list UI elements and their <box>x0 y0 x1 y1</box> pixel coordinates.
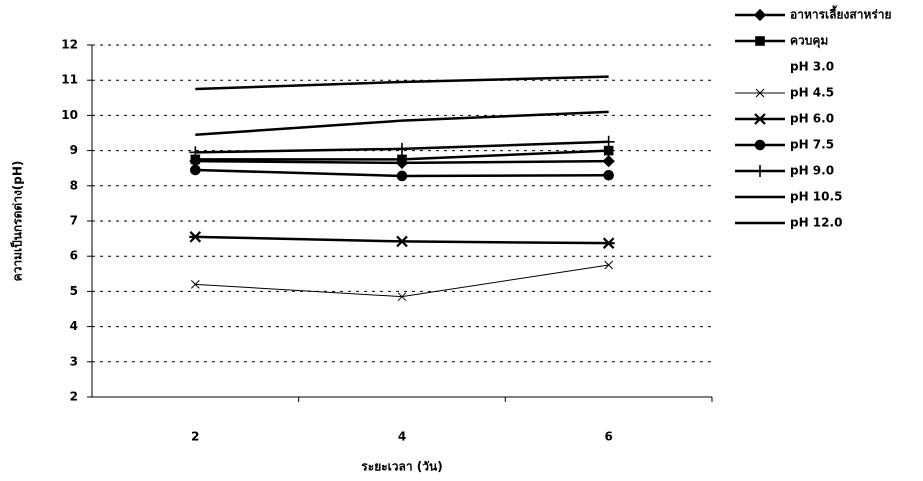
marker <box>396 170 408 182</box>
marker <box>604 260 614 270</box>
marker <box>754 113 766 125</box>
y-tick-label: 4 <box>70 319 78 333</box>
marker <box>190 280 200 289</box>
marker <box>754 165 766 177</box>
marker <box>190 164 201 176</box>
marker <box>189 231 202 243</box>
y-tick-label: 3 <box>70 354 78 368</box>
series-line <box>195 110 609 137</box>
y-tick-label: 2 <box>70 390 78 404</box>
legend-label: อาหารเลี้ยงสาหร่าย <box>790 5 892 22</box>
legend-label: pH 7.5 <box>790 138 834 152</box>
x-tick-label: 6 <box>604 430 612 444</box>
y-tick-label: 5 <box>70 284 78 298</box>
marker <box>602 135 615 148</box>
marker <box>602 155 615 168</box>
legend-label: pH 3.0 <box>790 60 834 74</box>
x-axis-title: ระยะเวลา (วัน) <box>361 460 442 474</box>
y-tick-label: 10 <box>61 108 78 122</box>
legend-label: pH 12.0 <box>790 216 842 230</box>
y-tick-label: 8 <box>70 178 78 192</box>
y-tick-label: 7 <box>70 214 78 228</box>
y-tick-label: 9 <box>70 143 78 157</box>
y-tick-label: 12 <box>61 38 78 52</box>
marker <box>396 235 408 248</box>
legend-label: pH 4.5 <box>790 86 834 100</box>
legend-label: ควบคุม <box>790 34 828 49</box>
legend-label: pH 6.0 <box>790 112 834 126</box>
marker <box>755 88 765 98</box>
marker <box>397 154 407 165</box>
marker <box>189 146 202 159</box>
marker <box>754 139 766 151</box>
marker <box>755 36 765 46</box>
x-tick-label: 2 <box>191 430 199 444</box>
series-line <box>195 264 609 298</box>
y-tick-label: 6 <box>70 249 78 263</box>
marker <box>603 169 614 181</box>
marker <box>753 8 767 22</box>
legend-label: pH 9.0 <box>790 164 834 178</box>
series-line <box>195 75 609 91</box>
x-tick-label: 4 <box>398 430 406 444</box>
marker <box>396 142 408 155</box>
marker <box>397 292 407 302</box>
marker <box>602 237 615 249</box>
y-axis-title: ความเป็นกรดด่าง(pH) <box>10 161 25 282</box>
legend-label: pH 10.5 <box>790 190 842 204</box>
y-tick-label: 11 <box>61 73 78 87</box>
